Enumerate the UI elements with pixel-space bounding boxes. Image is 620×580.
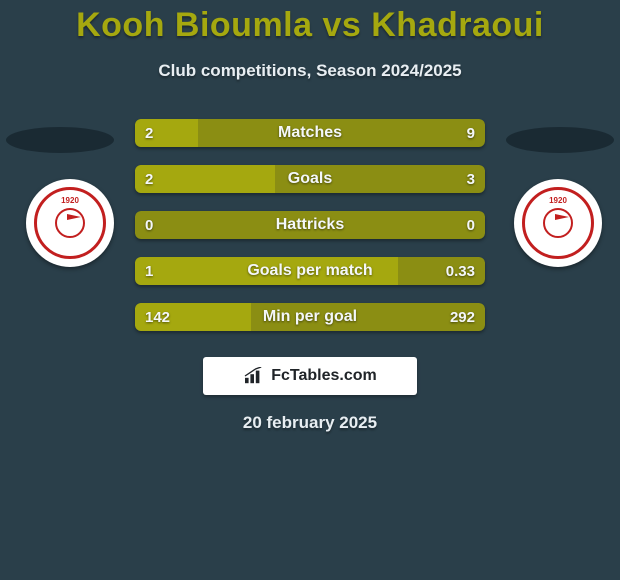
club-badge-left-inner: 1920 bbox=[34, 187, 106, 259]
site-logo-text: FcTables.com bbox=[271, 367, 377, 385]
club-badge-right-emblem bbox=[543, 208, 573, 238]
club-badge-right-flag-icon bbox=[555, 214, 569, 226]
club-badge-left: 1920 bbox=[26, 179, 114, 267]
stat-bar-row: 23Goals bbox=[135, 165, 485, 193]
club-badge-left-flag-icon bbox=[67, 214, 81, 226]
site-logo: FcTables.com bbox=[203, 357, 417, 395]
club-badge-right-inner: 1920 bbox=[522, 187, 594, 259]
comparison-title: Kooh Bioumla vs Khadraoui bbox=[0, 0, 620, 45]
stat-bar-label: Min per goal bbox=[135, 303, 485, 331]
stat-bar-row: 10.33Goals per match bbox=[135, 257, 485, 285]
club-badge-right-year: 1920 bbox=[549, 196, 567, 205]
comparison-subtitle: Club competitions, Season 2024/2025 bbox=[0, 61, 620, 81]
stat-bar-label: Hattricks bbox=[135, 211, 485, 239]
player-shadow-right bbox=[506, 127, 614, 153]
chart-icon bbox=[243, 367, 265, 385]
comparison-stage: 1920 1920 29Matches 23Goals 00Hattricks 10.… bbox=[0, 119, 620, 339]
stat-bar-label: Matches bbox=[135, 119, 485, 147]
stat-bar-row: 29Matches bbox=[135, 119, 485, 147]
stat-bar-row: 142292Min per goal bbox=[135, 303, 485, 331]
club-badge-right: 1920 bbox=[514, 179, 602, 267]
comparison-date: 20 february 2025 bbox=[0, 413, 620, 433]
club-badge-left-year: 1920 bbox=[61, 196, 79, 205]
stat-bar-label: Goals bbox=[135, 165, 485, 193]
club-badge-left-emblem bbox=[55, 208, 85, 238]
player-shadow-left bbox=[6, 127, 114, 153]
stat-bar-row: 00Hattricks bbox=[135, 211, 485, 239]
stat-bars: 29Matches 23Goals 00Hattricks 10.33Goals pe… bbox=[135, 119, 485, 349]
stat-bar-label: Goals per match bbox=[135, 257, 485, 285]
